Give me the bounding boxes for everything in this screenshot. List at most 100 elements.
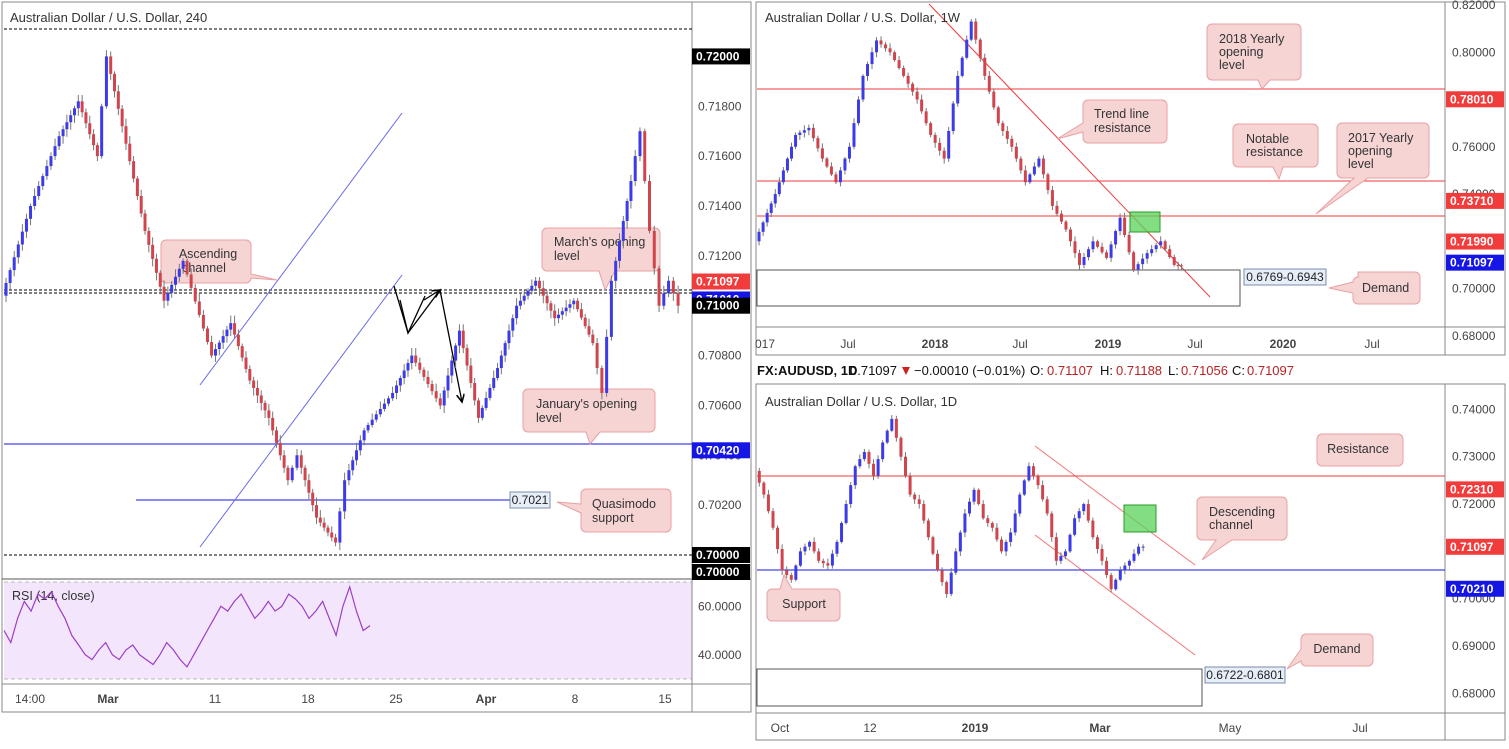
h4-annotation-quasimodo: Quasimodo support <box>556 488 672 533</box>
h4-candle-body <box>221 336 225 343</box>
w1-candle-body <box>1082 257 1086 265</box>
h4-candle-body <box>410 355 414 364</box>
h4-y-tick-7: 0.70200 <box>698 498 742 512</box>
w1-candle-body <box>929 123 933 135</box>
w1-annotation-trend-line: Trend line resistance <box>1056 99 1168 144</box>
h4-price-badge-bg-4 <box>692 442 750 459</box>
h4-annotation-january-line1: January's opening <box>536 397 637 411</box>
d1-candle-body <box>894 418 898 438</box>
w1-price-badge-bg-2 <box>1446 233 1504 250</box>
h4-candle-body <box>244 357 248 370</box>
d1-channel-lower <box>1034 534 1196 656</box>
d1-candle-body <box>881 442 885 460</box>
h4-candle-body <box>454 345 458 361</box>
h4-candle-body <box>576 300 580 310</box>
w1-candle-body <box>807 127 811 131</box>
w1-annotation-2018-line1: 2018 Yearly <box>1219 32 1285 46</box>
h4-y-tick-4: 0.70800 <box>698 349 742 363</box>
w1-candle-body <box>794 134 798 147</box>
w1-candle-body <box>974 21 978 40</box>
h4-candle-body <box>139 196 143 214</box>
h4-annotation-january-line2: level <box>536 411 562 425</box>
d1-price-badge-bg-1 <box>1446 538 1504 555</box>
w1-candle-body <box>1109 244 1113 258</box>
w1-candle-body <box>1050 190 1054 206</box>
w1-candle-body <box>820 148 824 159</box>
w1-candle-body <box>802 130 806 133</box>
w1-candle-body <box>920 99 924 112</box>
h4-price-badge-bg-0 <box>692 48 750 65</box>
d1-candle-body <box>1118 570 1122 580</box>
d1-price-badge-bg-2 <box>1446 580 1504 597</box>
info-open-label: O: <box>1030 363 1044 378</box>
h4-candle-body <box>614 260 618 281</box>
d1-candle-body <box>808 541 812 547</box>
h4-candle-body <box>197 301 201 315</box>
d1-x-tick-4: May <box>1219 721 1242 735</box>
dynamic-chart-marks: 0.71800 0.71600 0.71400 0.71200 0.70800 0.706… <box>3 0 1504 735</box>
d1-candle-body <box>1123 565 1127 571</box>
w1-candle-body <box>1114 231 1118 245</box>
d1-annotation-resistance-text: Resistance <box>1327 442 1389 456</box>
d1-candle-body <box>1073 518 1077 535</box>
info-high-label: H: <box>1100 363 1113 378</box>
w1-y-tick-0: 0.82000 <box>1452 0 1496 12</box>
h4-candle-body <box>193 287 197 302</box>
h4-candle-body <box>95 145 99 157</box>
w1-candle-body <box>816 138 820 149</box>
w1-candle-body <box>843 158 847 171</box>
d1-candle-body <box>830 553 834 566</box>
h4-candle-body <box>120 108 124 127</box>
w1-x-tick-6: 2020 <box>1270 337 1297 351</box>
d1-candle-body <box>972 489 976 502</box>
d1-candle-body <box>826 563 830 566</box>
d1-y-tick-4: 0.69000 <box>1452 639 1496 653</box>
h4-x-tick-3: 18 <box>301 692 315 706</box>
w1-candle-body <box>870 52 874 65</box>
h4-candle-body <box>24 218 28 232</box>
w1-y-tick-1: 0.80000 <box>1452 45 1496 59</box>
h4-candle-body <box>135 178 139 197</box>
w1-candle-body <box>785 158 789 171</box>
w1-candle-body <box>829 166 833 175</box>
d1-candle-body <box>872 463 876 476</box>
w1-chart-title: Australian Dollar / U.S. Dollar, 1W <box>765 10 961 25</box>
w1-candle-body <box>911 83 915 92</box>
info-open: 0.71107 <box>1047 363 1093 378</box>
w1-annotation-trend-line1: Trend line <box>1094 107 1149 121</box>
d1-candle-body <box>913 494 917 500</box>
info-symbol: FX:AUDUSD, 1D <box>757 363 857 378</box>
rsi-y-tick-1: 40.0000 <box>698 648 742 662</box>
h4-annotation-ascending-line2: channel <box>182 261 226 275</box>
h4-candle-body <box>605 336 609 393</box>
h4-y-tick-2: 0.71400 <box>698 199 742 213</box>
d1-candle-body <box>844 504 848 523</box>
h4-candle-body <box>503 343 507 356</box>
d1-candle-body <box>999 539 1003 552</box>
w1-candle-body <box>1068 229 1072 242</box>
h4-chart-title: Australian Dollar / U.S. Dollar, 240 <box>10 10 207 25</box>
w1-annotation-notable-line1: Notable <box>1246 132 1289 146</box>
h4-candle-body <box>240 346 244 358</box>
d1-annotation-demand-text: Demand <box>1313 642 1360 656</box>
h4-candle-body <box>374 414 378 420</box>
h4-candle-body <box>499 355 503 369</box>
d1-y-tick-1: 0.73000 <box>1452 450 1496 464</box>
w1-candle-body <box>906 75 910 84</box>
d1-candle-body <box>817 551 821 561</box>
h4-annotation-ascending-channel: Ascending channel <box>160 239 278 284</box>
h4-candle-body <box>100 106 104 157</box>
h4-price-badge-bg-1 <box>692 273 750 290</box>
h4-candle-body <box>338 511 342 543</box>
h4-candle-body <box>29 205 33 219</box>
w1-candle-body <box>1019 158 1023 171</box>
w1-candle-body <box>1176 264 1180 266</box>
d1-candle-body <box>762 482 766 495</box>
d1-candle-body <box>780 549 784 571</box>
h4-candle-body <box>595 343 599 369</box>
h4-candle-body <box>113 73 117 92</box>
rsi-y-tick-0: 60.0000 <box>698 599 742 613</box>
h4-candle-body <box>633 156 637 182</box>
d1-candle-body <box>1063 551 1067 557</box>
h4-candle-body <box>88 123 92 135</box>
